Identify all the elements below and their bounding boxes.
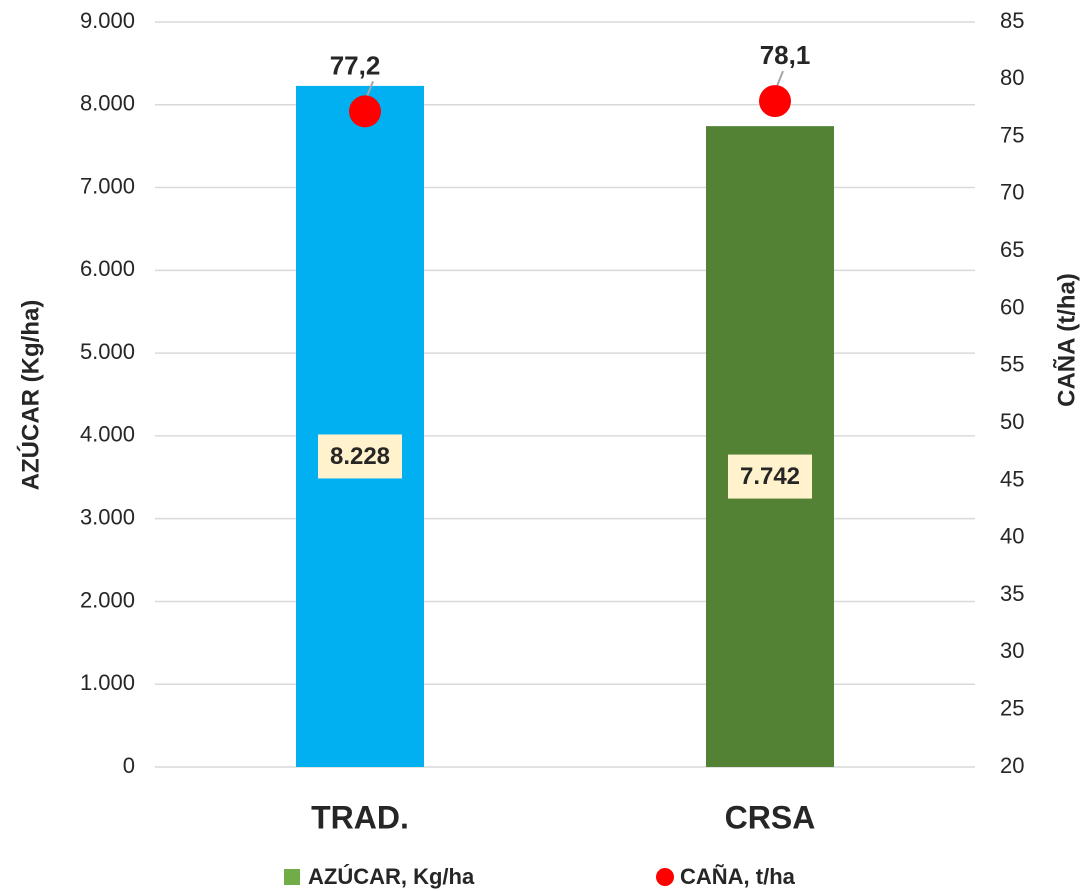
y2-tick-label: 70 xyxy=(1000,180,1024,205)
y2-tick-label: 65 xyxy=(1000,237,1024,262)
y2-tick-label: 45 xyxy=(1000,466,1024,491)
bar xyxy=(296,85,424,768)
y2-axis-label: CAÑA (t/ha) xyxy=(1052,273,1080,407)
data-label: 7.742 xyxy=(740,463,800,490)
x-tick-label: CRSA xyxy=(725,799,816,835)
y-tick-label: 7.000 xyxy=(80,173,135,198)
legend-label: CAÑA, t/ha xyxy=(680,864,796,889)
y-tick-label: 5.000 xyxy=(80,339,135,364)
y2-tick-label: 75 xyxy=(1000,122,1024,147)
y2-tick-label: 35 xyxy=(1000,581,1024,606)
y2-tick-label: 85 xyxy=(1000,8,1024,33)
legend-marker xyxy=(656,868,674,886)
y-axis-label: AZÚCAR (Kg/ha) xyxy=(16,300,44,491)
point xyxy=(349,95,381,128)
data-label-box xyxy=(318,434,402,479)
point xyxy=(759,85,791,118)
bar xyxy=(706,126,834,767)
y-tick-label: 9.000 xyxy=(80,8,135,33)
y2-tick-label: 25 xyxy=(1000,696,1024,721)
y-tick-label: 8.000 xyxy=(80,91,135,116)
y-tick-label: 0 xyxy=(123,753,135,778)
legend-label: AZÚCAR, Kg/ha xyxy=(308,864,475,889)
y2-tick-label: 80 xyxy=(1000,65,1024,90)
data-label: 78,1 xyxy=(760,40,811,70)
data-label: 77,2 xyxy=(330,50,381,80)
y2-tick-label: 30 xyxy=(1000,638,1024,663)
legend-marker xyxy=(284,869,300,885)
y2-tick-label: 55 xyxy=(1000,352,1024,377)
y-tick-label: 4.000 xyxy=(80,422,135,447)
y-tick-label: 2.000 xyxy=(80,587,135,612)
y2-tick-label: 60 xyxy=(1000,294,1024,319)
y2-tick-label: 20 xyxy=(1000,753,1024,778)
data-label: 8.228 xyxy=(330,443,390,470)
y2-tick-label: 40 xyxy=(1000,524,1024,549)
y-tick-label: 6.000 xyxy=(80,256,135,281)
y2-tick-label: 50 xyxy=(1000,409,1024,434)
y-tick-label: 1.000 xyxy=(80,670,135,695)
y-tick-label: 3.000 xyxy=(80,504,135,529)
x-tick-label: TRAD. xyxy=(311,799,409,835)
data-label-box xyxy=(728,454,812,499)
